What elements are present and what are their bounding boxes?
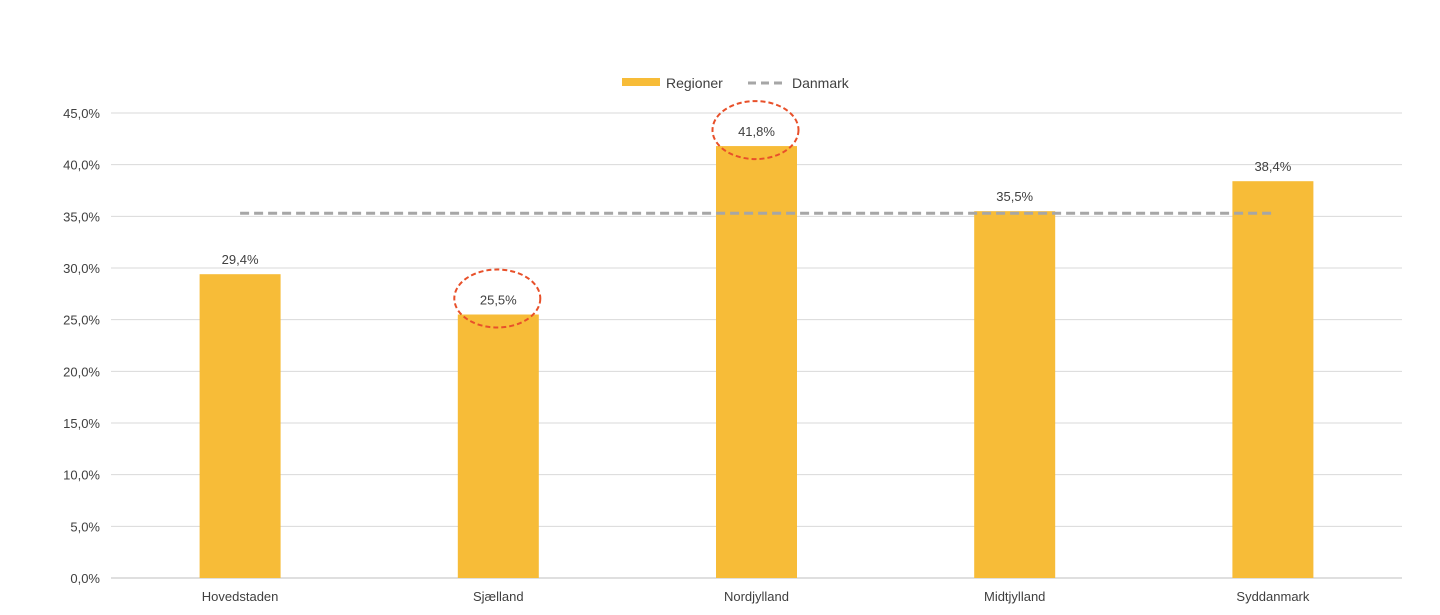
x-tick-label: Syddanmark <box>1236 589 1309 604</box>
highlight-ellipse <box>711 100 800 161</box>
legend-swatch-regioner <box>622 78 660 86</box>
y-tick-label: 40,0% <box>63 158 100 173</box>
bar <box>1232 181 1314 578</box>
y-axis: 0,0% 5,0% 10,0% 15,0% 20,0% 25,0% 30,0% 35,0% 40… <box>63 106 100 586</box>
x-tick-label: Nordjylland <box>724 589 789 604</box>
data-label: 25,5% <box>480 293 517 308</box>
x-tick-label: Sjælland <box>473 589 524 604</box>
y-tick-label: 15,0% <box>63 416 100 431</box>
data-labels: 29,4% 25,5% 41,8% 35,5% 38,4% <box>222 124 1292 307</box>
y-tick-label: 20,0% <box>63 364 100 379</box>
highlight-circles <box>453 100 800 329</box>
x-tick-label: Midtjylland <box>984 589 1045 604</box>
bar <box>457 314 539 578</box>
x-axis: Hovedstaden Sjælland Nordjylland Midtjyllan… <box>202 589 1310 604</box>
y-tick-label: 35,0% <box>63 209 100 224</box>
y-tick-label: 45,0% <box>63 106 100 121</box>
data-label: 38,4% <box>1254 159 1291 174</box>
bar <box>199 274 281 578</box>
highlight-ellipse <box>453 268 542 329</box>
data-label: 29,4% <box>222 252 259 267</box>
x-tick-label: Hovedstaden <box>202 589 279 604</box>
y-tick-label: 10,0% <box>63 468 100 483</box>
y-tick-label: 0,0% <box>70 571 100 586</box>
data-label: 35,5% <box>996 189 1033 204</box>
legend-label-regioner: Regioner <box>666 75 723 91</box>
chart-legend: Regioner Danmark <box>622 75 850 91</box>
bar <box>974 211 1056 578</box>
legend-label-danmark: Danmark <box>792 75 850 91</box>
y-tick-label: 25,0% <box>63 313 100 328</box>
data-label: 41,8% <box>738 124 775 139</box>
bar <box>716 146 797 579</box>
y-tick-label: 5,0% <box>70 519 100 534</box>
bar-series-regioner <box>199 146 1314 579</box>
y-tick-label: 30,0% <box>63 261 100 276</box>
